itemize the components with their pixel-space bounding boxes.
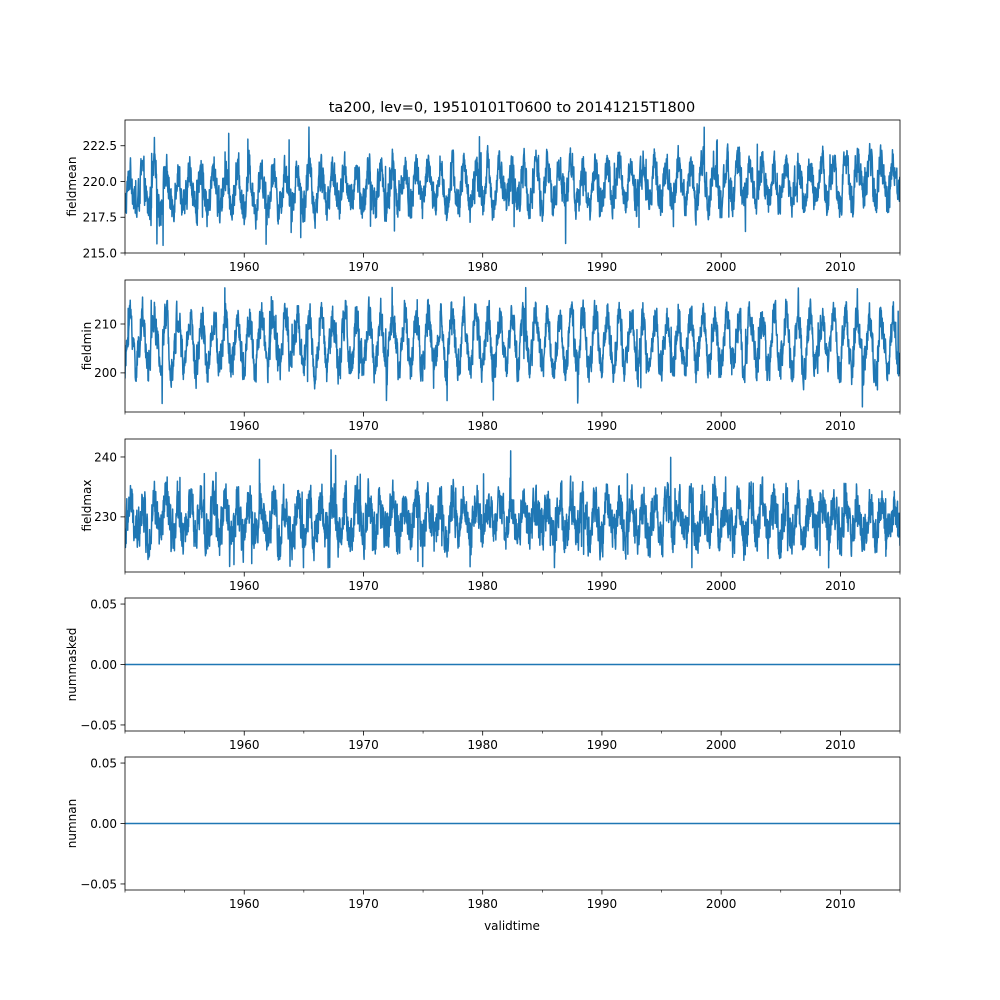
fieldmean-y-tick-label: 220.0	[83, 175, 117, 189]
fieldmax-y-axis-label: fieldmax	[80, 479, 94, 531]
fieldmin-y-tick-label: 200	[94, 366, 117, 380]
fieldmean-y-axis-label: fieldmean	[65, 157, 79, 217]
fieldmin-y-tick-label: 210	[94, 317, 117, 331]
chart-title: ta200, lev=0, 19510101T0600 to 20141215T…	[329, 100, 696, 116]
nummasked-x-tick-label: 1990	[587, 738, 618, 752]
fieldmean-series-line	[125, 126, 900, 247]
numnan-y-tick-label: 0.00	[90, 817, 117, 831]
fieldmean-axes-frame	[124, 119, 901, 254]
numnan-x-tick-label: 2010	[825, 897, 856, 911]
fieldmax-axes-frame	[124, 438, 901, 573]
fieldmean-y-tick-label: 217.5	[83, 211, 117, 225]
nummasked-x-tick-label: 1980	[467, 738, 498, 752]
x-axis-label: validtime	[484, 919, 540, 933]
fieldmax-series-line	[125, 449, 900, 569]
subplot-fieldmax: 1960 1970 1980 1990 2000 2010 230 240 fieldmax	[80, 438, 901, 593]
fieldmin-x-tick-label: 1980	[467, 419, 498, 433]
fieldmin-y-axis-label: fieldmin	[80, 322, 94, 371]
fieldmax-y-tick-label: 230	[94, 510, 117, 524]
fieldmean-x-tick-label: 1990	[587, 260, 618, 274]
fieldmean-x-tick-label: 1960	[229, 260, 260, 274]
fieldmax-x-tick-label: 2000	[706, 579, 737, 593]
fieldmax-y-tick-label: 240	[94, 450, 117, 464]
numnan-x-tick-label: 1980	[467, 897, 498, 911]
fieldmin-x-tick-label: 1990	[587, 419, 618, 433]
fieldmean-y-tick-label: 222.5	[83, 139, 117, 153]
fieldmax-x-tick-label: 2010	[825, 579, 856, 593]
nummasked-y-axis-label: nummasked	[65, 628, 79, 702]
fieldmax-x-tick-label: 1960	[229, 579, 260, 593]
fieldmin-x-tick-label: 2000	[706, 419, 737, 433]
numnan-y-tick-label: −0.05	[80, 877, 117, 891]
nummasked-y-tick-label: 0.05	[90, 597, 117, 611]
numnan-y-tick-label: 0.05	[90, 756, 117, 770]
numnan-x-tick-label: 1960	[229, 897, 260, 911]
fieldmean-x-tick-label: 2000	[706, 260, 737, 274]
fieldmean-x-tick-label: 1980	[467, 260, 498, 274]
nummasked-x-tick-label: 1970	[348, 738, 379, 752]
nummasked-y-tick-label: 0.00	[90, 658, 117, 672]
fieldmin-x-tick-label: 1970	[348, 419, 379, 433]
subplot-fieldmean: 1960 1970 1980 1990 2000 2010 215.0 217.5 220.0 2…	[65, 119, 901, 274]
fieldmin-x-tick-label: 2010	[825, 419, 856, 433]
numnan-y-axis-label: numnan	[65, 799, 79, 848]
fieldmean-y-tick-label: 215.0	[83, 246, 117, 260]
nummasked-x-tick-label: 1960	[229, 738, 260, 752]
numnan-x-tick-label: 1990	[587, 897, 618, 911]
fieldmin-x-tick-label: 1960	[229, 419, 260, 433]
fieldmax-x-tick-label: 1980	[467, 579, 498, 593]
nummasked-y-tick-label: −0.05	[80, 718, 117, 732]
numnan-x-tick-label: 1970	[348, 897, 379, 911]
fieldmin-series-line	[125, 286, 900, 408]
fieldmin-axes-frame	[124, 279, 901, 413]
fieldmax-x-tick-label: 1970	[348, 579, 379, 593]
nummasked-x-tick-label: 2010	[825, 738, 856, 752]
nummasked-x-tick-label: 2000	[706, 738, 737, 752]
fieldmax-x-tick-label: 1990	[587, 579, 618, 593]
fieldmean-x-tick-label: 2010	[825, 260, 856, 274]
fieldmean-x-tick-label: 1970	[348, 260, 379, 274]
subplot-nummasked: 1960 1970 1980 1990 2000 2010 −0.05 0.00 0.05 num…	[65, 597, 901, 752]
subplot-panels: 1960 1970 1980 1990 2000 2010 215.0 217.5 220.0 2…	[65, 119, 901, 911]
subplot-numnan: 1960 1970 1980 1990 2000 2010 −0.05 0.00 0.05 num…	[65, 756, 901, 911]
numnan-x-tick-label: 2000	[706, 897, 737, 911]
